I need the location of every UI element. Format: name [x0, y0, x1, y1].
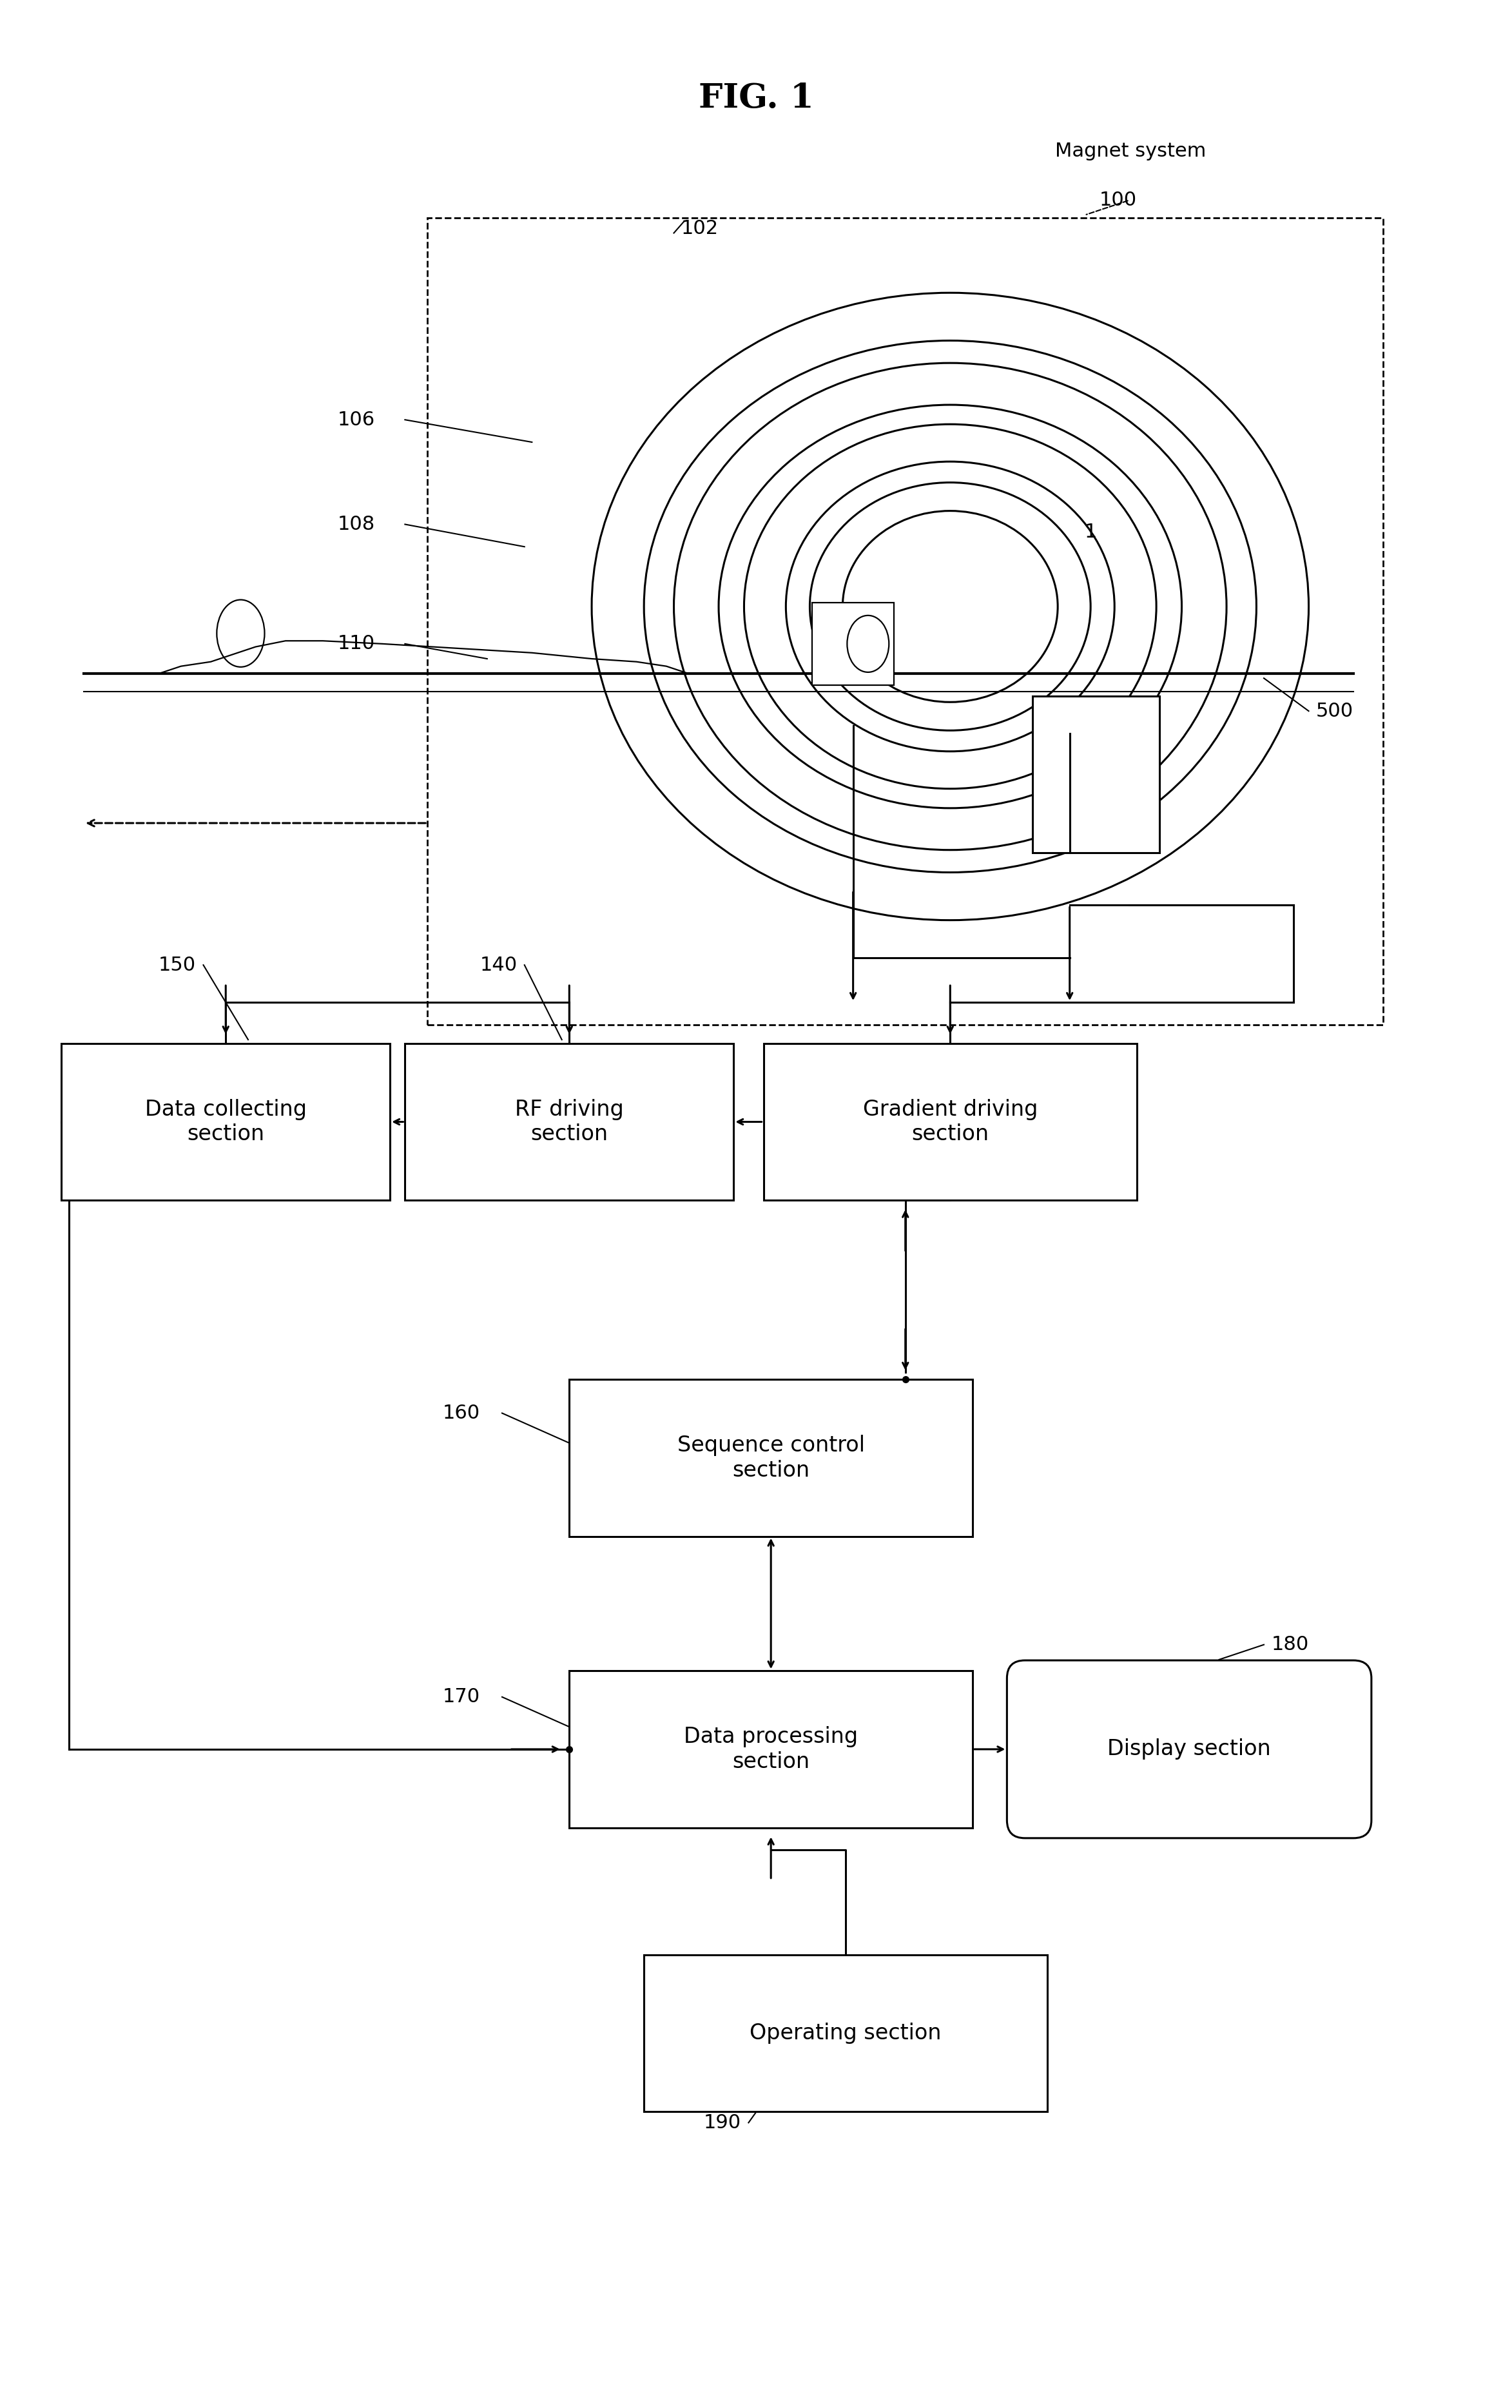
Text: 160: 160 [443, 1404, 479, 1423]
Text: Gradient driving
section: Gradient driving section [863, 1098, 1037, 1144]
Text: 106: 106 [337, 409, 375, 429]
Bar [764, 1043, 1137, 1199]
Bar [644, 1955, 1048, 2112]
Text: 1: 1 [1084, 523, 1098, 542]
Bar [812, 602, 894, 684]
Ellipse shape [718, 405, 1182, 809]
Text: 102: 102 [682, 219, 718, 238]
Text: 108: 108 [337, 515, 375, 535]
Ellipse shape [786, 462, 1114, 751]
Text: Display section: Display section [1107, 1739, 1272, 1760]
Ellipse shape [644, 340, 1256, 872]
Text: 100: 100 [1099, 190, 1137, 209]
Bar [428, 219, 1383, 1026]
Text: 500: 500 [1315, 701, 1353, 720]
Text: Sequence control
section: Sequence control section [677, 1435, 865, 1481]
Bar [570, 1671, 972, 1828]
Text: Data collecting
section: Data collecting section [145, 1098, 307, 1144]
Text: FIG. 1: FIG. 1 [699, 82, 813, 116]
Text: 110: 110 [337, 633, 375, 653]
Text: Operating section: Operating section [750, 2023, 942, 2044]
Text: 130: 130 [1077, 1060, 1114, 1079]
Text: 190: 190 [703, 2114, 741, 2131]
Text: RF driving
section: RF driving section [516, 1098, 623, 1144]
Text: 180: 180 [1272, 1635, 1309, 1654]
Ellipse shape [847, 616, 889, 672]
Bar [405, 1043, 733, 1199]
Bar [570, 1380, 972, 1536]
Ellipse shape [842, 510, 1058, 703]
Text: Magnet system: Magnet system [1055, 142, 1205, 161]
Ellipse shape [216, 600, 265, 667]
Text: 150: 150 [159, 956, 197, 975]
Text: 170: 170 [443, 1688, 479, 1707]
FancyBboxPatch shape [1007, 1662, 1371, 1837]
Text: Data processing
section: Data processing section [683, 1727, 857, 1772]
Bar [1033, 696, 1160, 852]
Text: 140: 140 [479, 956, 517, 975]
Bar [62, 1043, 390, 1199]
